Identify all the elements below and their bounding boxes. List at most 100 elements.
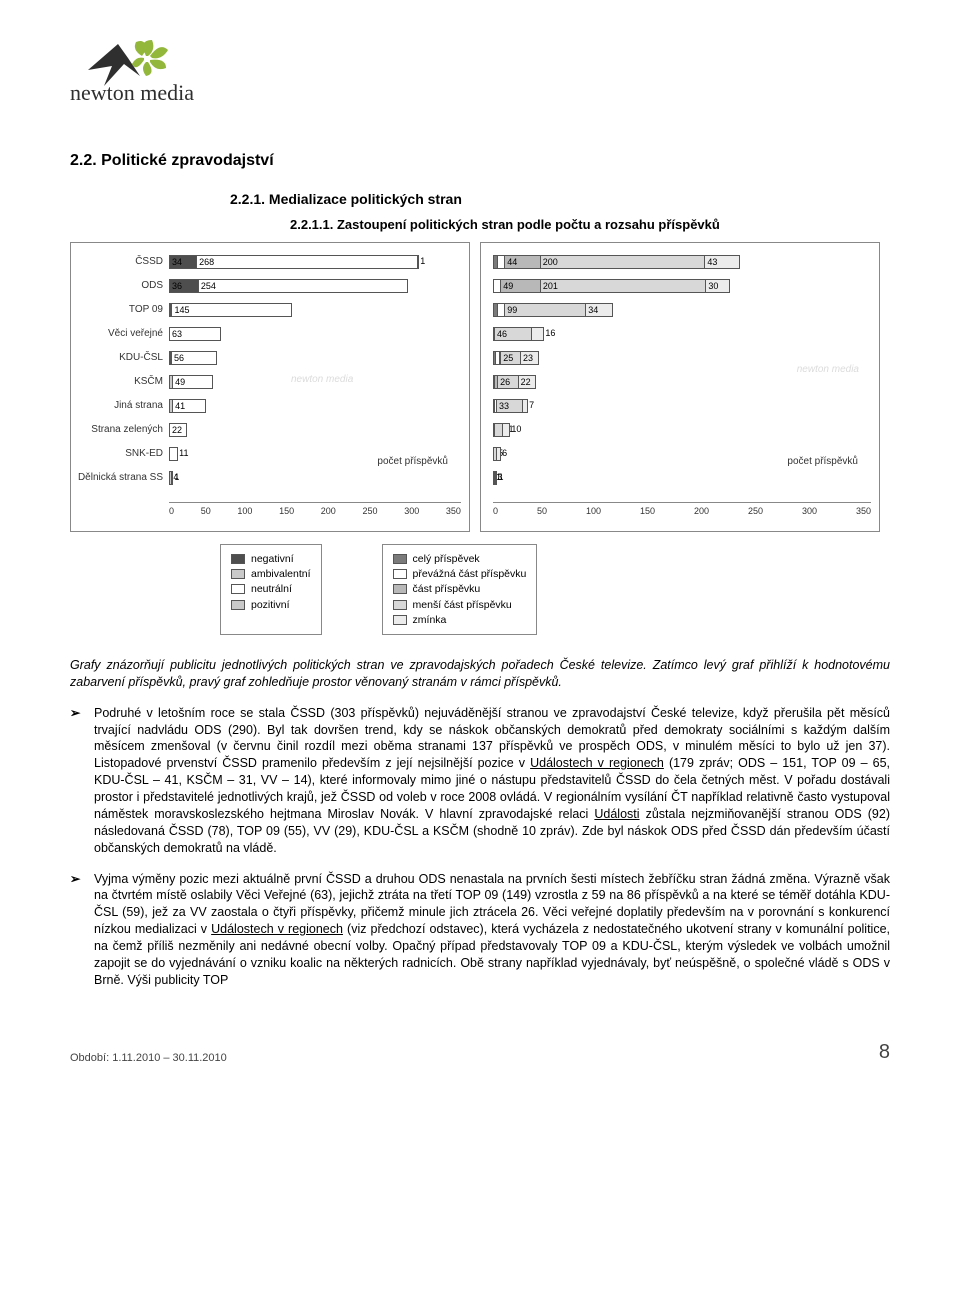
x-tick: 300 — [404, 505, 419, 517]
chart-row: 14616 — [487, 323, 873, 345]
bar-segment: 49 — [500, 279, 541, 293]
segment-value: 11 — [177, 447, 188, 459]
bar-area: 63 — [169, 327, 463, 341]
bar-segment: 10 — [502, 423, 510, 437]
bar-area: 56 — [493, 447, 873, 461]
bar-segment: 46 — [494, 327, 532, 341]
heading-h4: 2.2.1.1. Zastoupení politických stran po… — [290, 216, 890, 234]
legend-label: celý příspěvek — [413, 552, 480, 566]
bar-segment: 22 — [169, 423, 187, 437]
chart-row: 33337 — [487, 395, 873, 417]
legend-item: menší část příspěvku — [393, 598, 527, 612]
legend-swatch — [393, 584, 407, 594]
bar-segment: 56 — [171, 351, 217, 365]
chart-row: Věci veřejné63 — [77, 323, 463, 345]
bar-segment: 1 — [417, 255, 419, 269]
brand-name: newton media — [70, 80, 194, 105]
chart-row: 11110 — [487, 419, 873, 441]
segment-value: 44 — [507, 256, 517, 268]
xaxis-right: 050100150200250300350 — [493, 502, 871, 517]
bar-area: 549 — [169, 375, 463, 389]
bar-area: 13145 — [169, 303, 463, 317]
segment-value: 1 — [496, 471, 503, 483]
y-label: Jiná strana — [77, 399, 169, 413]
bar-segment: 22 — [518, 375, 536, 389]
segment-value: 1 — [172, 471, 179, 483]
x-tick: 50 — [537, 505, 547, 517]
bar-segment: 11 — [169, 447, 178, 461]
bar-area: 14616 — [493, 327, 873, 341]
bar-area: 41 — [169, 471, 463, 485]
x-tick: 350 — [446, 505, 461, 517]
legend-label: menší část příspěvku — [413, 598, 512, 612]
y-label: KDU-ČSL — [77, 351, 169, 365]
legend-item: převážná část příspěvku — [393, 567, 527, 581]
bar-area: 152622 — [493, 375, 873, 389]
legend-label: negativní — [251, 552, 294, 566]
legend-item: ambivalentní — [231, 567, 311, 581]
x-tick: 300 — [802, 505, 817, 517]
x-tick: 0 — [493, 505, 498, 517]
legend-item: zmínka — [393, 613, 527, 627]
x-tick: 100 — [586, 505, 601, 517]
bar-segment: 34 — [585, 303, 613, 317]
legend-swatch — [231, 554, 245, 564]
segment-value: 36 — [172, 280, 182, 292]
bar-area: 104920130 — [493, 279, 873, 293]
segment-value: 46 — [497, 328, 507, 340]
heading-h2: 2.2. Politické zpravodajství — [70, 150, 890, 172]
bullet-2-content: Vyjma výměny pozic mezi aktuálně první Č… — [94, 871, 890, 989]
legend-item: část příspěvku — [393, 582, 527, 596]
chart-row: 6104420043 — [487, 251, 873, 273]
brand-logo: newton media — [70, 30, 890, 110]
footer-period: Období: 1.11.2010 – 30.11.2010 — [70, 1051, 227, 1066]
x-tick: 200 — [321, 505, 336, 517]
segment-value: 26 — [500, 376, 510, 388]
legend-item: celý příspěvek — [393, 552, 527, 566]
legend-left: negativníambivalentníneutrálnípozitivní — [220, 544, 322, 635]
bar-segment: 26 — [497, 375, 519, 389]
chart-row: 104920130 — [487, 275, 873, 297]
bar-segment: 49 — [172, 375, 213, 389]
segment-value: 1 — [418, 255, 425, 267]
legend-swatch — [231, 584, 245, 594]
bullet-2: ➢ Vyjma výměny pozic mezi aktuálně první… — [70, 871, 890, 989]
legend-swatch — [231, 600, 245, 610]
bullet-1-content: Podruhé v letošním roce se stala ČSSD (3… — [94, 705, 890, 857]
legend-right: celý příspěvekpřevážná část příspěvkučás… — [382, 544, 538, 635]
x-tick: 200 — [694, 505, 709, 517]
bar-segment: 7 — [522, 399, 528, 413]
legend-label: zmínka — [413, 613, 447, 627]
bar-segment: 201 — [540, 279, 707, 293]
segment-value: 33 — [499, 400, 509, 412]
segment-value: 23 — [523, 352, 533, 364]
bar-segment: 23 — [520, 351, 539, 365]
segment-value: 254 — [201, 280, 216, 292]
bar-segment: 30 — [705, 279, 730, 293]
bar-segment: 41 — [172, 399, 206, 413]
chart-row: Jiná strana541 — [77, 395, 463, 417]
legend-swatch — [393, 554, 407, 564]
segment-value: 34 — [172, 256, 182, 268]
x-tick: 350 — [856, 505, 871, 517]
bar-area: 131 — [493, 471, 873, 485]
chart-row: ODS36254 — [77, 275, 463, 297]
segment-value: 268 — [199, 256, 214, 268]
segment-value: 41 — [175, 400, 185, 412]
legend-swatch — [393, 615, 407, 625]
segment-value: 22 — [521, 376, 531, 388]
segment-value: 10 — [509, 423, 521, 435]
bar-segment: 254 — [198, 279, 408, 293]
chart-row: ČSSD342681 — [77, 251, 463, 273]
page-number: 8 — [879, 1039, 890, 1066]
chart-row: 131 — [487, 467, 873, 489]
x-tick: 250 — [362, 505, 377, 517]
bar-segment: 25 — [500, 351, 521, 365]
y-label: Strana zelených — [77, 423, 169, 437]
heading-h3: 2.2.1. Medializace politických stran — [230, 190, 890, 209]
bar-segment: 34 — [169, 255, 197, 269]
page-footer: Období: 1.11.2010 – 30.11.2010 8 — [70, 1039, 890, 1066]
segment-value: 34 — [588, 304, 598, 316]
bar-area: 11110 — [493, 423, 873, 437]
segment-value: 7 — [527, 399, 534, 411]
